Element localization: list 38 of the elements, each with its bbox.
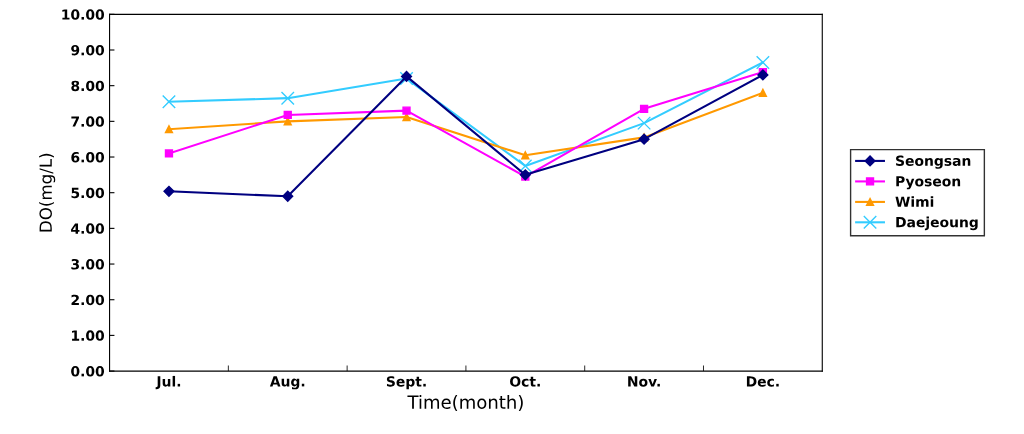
point [164, 149, 174, 158]
point [283, 110, 292, 120]
x-tick-label: Nov. [628, 376, 660, 387]
x-axis-title: Time(month) [407, 394, 523, 412]
point [758, 88, 768, 97]
y-tick-label: 1.00 [72, 330, 105, 341]
point [162, 94, 176, 109]
x-tick-label: Dec. [746, 376, 779, 387]
y-tick-label: 8.00 [71, 80, 105, 92]
point [637, 116, 652, 131]
point [164, 125, 174, 134]
y-tick-label: 4.00 [71, 223, 105, 234]
y-tick-label: 7.00 [71, 116, 105, 127]
point [280, 91, 295, 106]
point [521, 151, 530, 160]
y-tick-label: 3.00 [71, 259, 105, 270]
point [755, 55, 770, 70]
legend-label: Daejeoung [896, 216, 978, 231]
y-tick-label: 10.00 [62, 9, 105, 20]
point [163, 185, 175, 197]
point [757, 69, 769, 81]
y-tick-label: 9.00 [71, 44, 105, 56]
x-tick-label: Jul. [155, 375, 181, 390]
point [282, 190, 294, 202]
y-tick-label: 6.00 [71, 151, 105, 163]
legend-label: Wimi [895, 196, 934, 207]
x-tick-label: Oct. [510, 376, 540, 387]
point [518, 158, 533, 173]
x-tick-label: Aug. [269, 376, 305, 390]
y-tick-label: 0.00 [71, 366, 105, 377]
legend-label: Seongsan [896, 155, 971, 169]
point [402, 106, 411, 115]
x-tick-label: Sept. [386, 376, 426, 390]
y-tick-label: 5.00 [71, 187, 105, 199]
legend-label: Pyoseon [896, 176, 961, 190]
y-tick-label: 2.00 [71, 294, 105, 306]
point [639, 104, 649, 114]
y-axis-title: DO(mg/L) [39, 153, 56, 232]
